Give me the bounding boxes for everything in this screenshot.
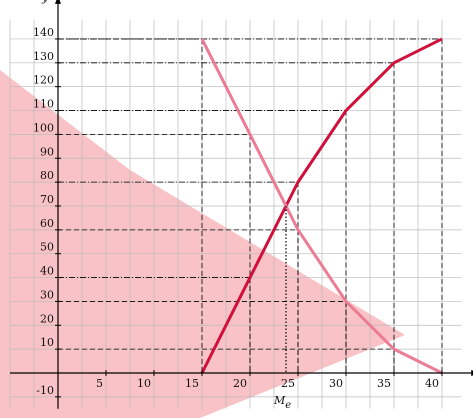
y-tick-label: 10 [40, 336, 54, 349]
y-tick-label: 120 [33, 74, 54, 87]
y-tick-label: 100 [33, 121, 54, 134]
y-tick-label: -10 [36, 384, 54, 397]
watermark [0, 70, 405, 418]
x-tick-label: 10 [137, 377, 151, 390]
y-arrow [55, 0, 61, 4]
y-tick-label: 30 [40, 288, 54, 301]
y-tick-label: 130 [33, 50, 54, 63]
y-tick-label: 60 [40, 217, 54, 230]
median-label-sub: e [285, 400, 291, 411]
x-tick-label: 35 [377, 377, 391, 390]
y-tick-label: 80 [40, 169, 54, 182]
x-tick-label: 30 [329, 377, 343, 390]
x-tick-label: 5 [96, 377, 103, 390]
x-tick-label: 20 [233, 377, 247, 390]
median-label: Me [273, 394, 291, 411]
y-tick-label: 40 [40, 265, 54, 278]
median-label-main: M [273, 394, 286, 407]
y-tick-label: 70 [40, 193, 54, 206]
y-tick-label: 110 [33, 98, 54, 111]
y-axis-label: y [41, 0, 49, 4]
chart: xy510152025303540-1010203040506070809010… [0, 0, 473, 418]
y-tick-label: 50 [40, 241, 54, 254]
y-tick-label: 20 [40, 312, 54, 325]
y-tick-label: 90 [40, 145, 54, 158]
x-tick-label: 40 [425, 377, 439, 390]
y-tick-label: 140 [33, 26, 54, 39]
x-tick-label: 15 [185, 377, 199, 390]
x-tick-label: 25 [281, 377, 295, 390]
